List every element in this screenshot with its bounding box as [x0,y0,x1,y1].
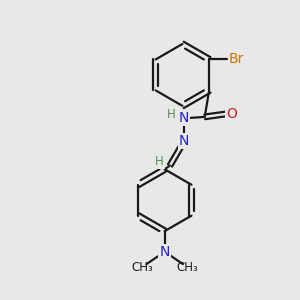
Text: Br: Br [229,52,244,67]
Text: CH₃: CH₃ [176,261,198,274]
Text: H: H [155,155,164,168]
Text: N: N [179,111,189,125]
Text: CH₃: CH₃ [131,261,153,274]
Text: O: O [226,107,237,121]
Text: N: N [160,245,170,259]
Text: N: N [179,134,189,148]
Text: H: H [167,108,176,121]
